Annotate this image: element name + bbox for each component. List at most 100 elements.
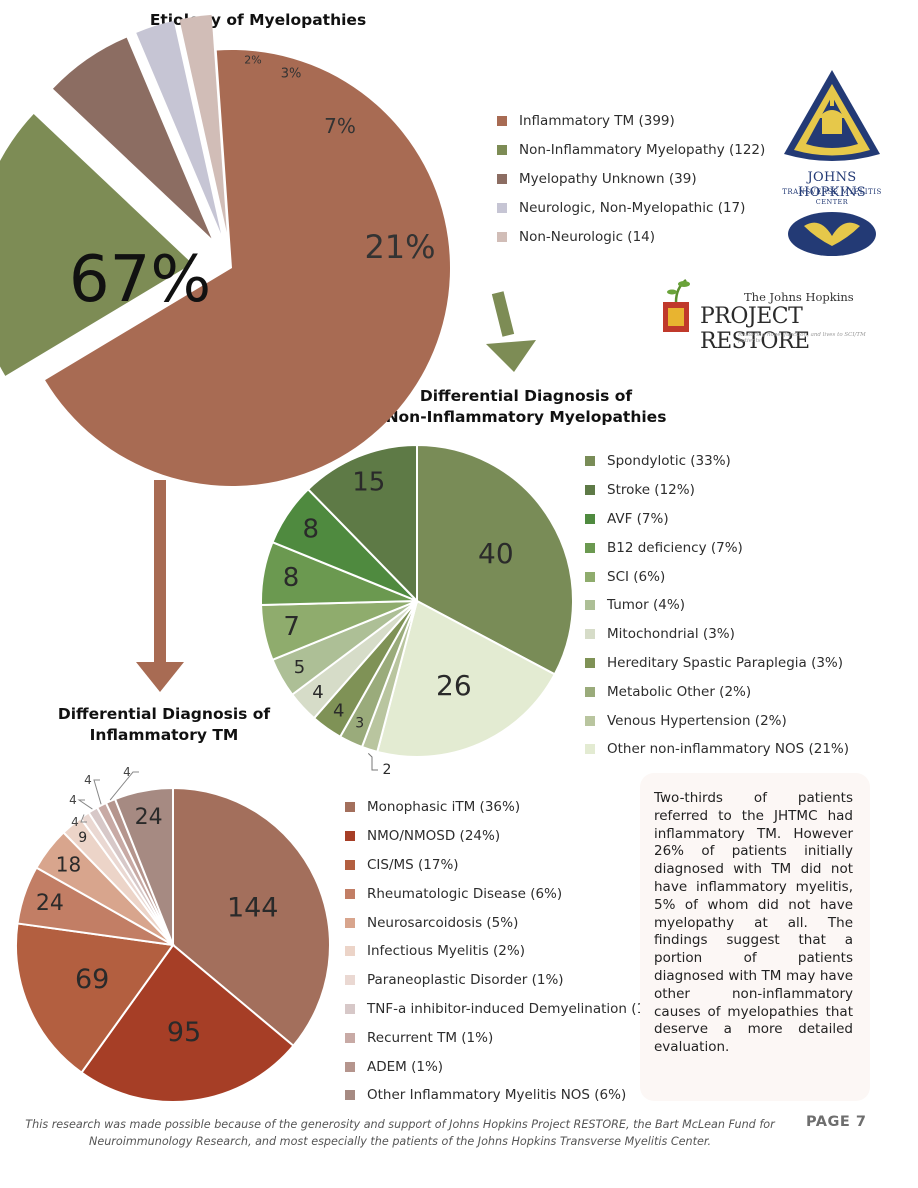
- summary-note: Two-thirds of patients referred to the J…: [640, 773, 870, 1101]
- slice-stroke: [306, 443, 418, 604]
- pie-label-b12-deficiency: 8: [283, 563, 300, 593]
- slice-neurologic-non-myelopathic: [136, 20, 222, 234]
- legend-swatch: [345, 1061, 355, 1072]
- jh-shield-icon: [784, 70, 880, 256]
- legend-swatch: [345, 859, 355, 870]
- pie-label-other-non-inflammatory-nos: 26: [436, 669, 472, 702]
- legend-label: Venous Hypertension (2%): [607, 712, 787, 729]
- legend-label: Other non-inflammatory NOS (21%): [607, 741, 850, 758]
- legend-label: Spondylotic (33%): [607, 453, 731, 470]
- etiology-legend: Inflammatory TM (399) Non-Inflammatory My…: [497, 106, 765, 251]
- legend-label: Other Inflammatory Myelitis NOS (6%): [367, 1087, 627, 1104]
- legend-item-cis-ms: CIS/MS (17%): [345, 851, 663, 880]
- legend-swatch: [345, 831, 355, 842]
- legend-label: Non-Neurologic (14): [519, 228, 656, 245]
- legend-swatch: [585, 513, 595, 524]
- legend-item-spondylotic: Spondylotic (33%): [585, 447, 849, 476]
- etiology-pie-chart: 67% 21% 7% 3% 2%: [0, 14, 451, 486]
- legend-label: Paraneoplastic Disorder (1%): [367, 972, 564, 989]
- project-restore-plant-icon: [663, 279, 690, 332]
- legend-swatch: [345, 1090, 355, 1101]
- jh-name-line1: JOHNS HOPKINS: [798, 170, 866, 200]
- non-inflammatory-title: Differential Diagnosis of Non-Inflammato…: [376, 386, 676, 428]
- pr-tagline: Restoring hope, function, and lives to S…: [738, 332, 866, 344]
- legend-item-neurologic-non-myelopathic: Neurologic, Non-Myelopathic (17): [497, 193, 765, 222]
- slice-nmo-nmosd: [80, 943, 295, 1103]
- legend-item-venous-hypertension: Venous Hypertension (2%): [585, 706, 849, 735]
- pie-label-non-inflammatory-myelopathy: 21%: [364, 228, 435, 266]
- slice-cis-ms: [15, 922, 175, 1074]
- legend-label: Stroke (12%): [607, 482, 695, 499]
- pie-label-myelopathy-unknown: 7%: [324, 114, 356, 138]
- legend-swatch: [345, 802, 355, 813]
- non-inflammatory-legend: Spondylotic (33%) Stroke (12%) AVF (7%) B12…: [585, 447, 849, 764]
- legend-label: Non-Inflammatory Myelopathy (122): [519, 141, 766, 158]
- leader-line: [77, 799, 93, 810]
- arrow-shaft-green: [491, 291, 515, 337]
- legend-item-sci: SCI (6%): [585, 562, 849, 591]
- legend-item-metabolic-other: Metabolic Other (2%): [585, 677, 849, 706]
- slice-non-neurologic: [179, 14, 227, 233]
- slice-myelopathy-unknown: [52, 37, 212, 239]
- legend-item-infectious-myelitis: Infectious Myelitis (2%): [345, 937, 663, 966]
- leader-line: [93, 779, 102, 805]
- slice-spondylotic: [416, 443, 574, 676]
- legend-item-mitochondrial: Mitochondrial (3%): [585, 620, 849, 649]
- pie-label-monophasic-itm: 144: [227, 892, 279, 923]
- pie-label-stroke: 15: [352, 467, 385, 497]
- legend-label: Infectious Myelitis (2%): [367, 943, 525, 960]
- legend-item-recurrent-tm: Recurrent TM (1%): [345, 1023, 663, 1052]
- legend-item-rheumatologic-disease: Rheumatologic Disease (6%): [345, 879, 663, 908]
- legend-label: B12 deficiency (7%): [607, 539, 743, 556]
- arrow-shaft-brown: [154, 480, 166, 662]
- legend-label: NMO/NMOSD (24%): [367, 828, 501, 845]
- pie-label-venous-hypertension: 2: [383, 762, 392, 778]
- pie-label-mitochondrial: 4: [312, 682, 323, 703]
- legend-swatch: [585, 629, 595, 640]
- pie-label-sci: 7: [283, 612, 300, 642]
- pie-label-tnf-a-inhibitor-induced-demyelination: 4: [69, 793, 77, 807]
- legend-label: Neurosarcoidosis (5%): [367, 914, 519, 931]
- legend-swatch: [585, 715, 595, 726]
- legend-swatch: [345, 975, 355, 986]
- slice-non-inflammatory-myelopathy: [0, 114, 193, 376]
- legend-item-neurosarcoidosis: Neurosarcoidosis (5%): [345, 908, 663, 937]
- legend-label: Monophasic iTM (36%): [367, 799, 521, 816]
- legend-swatch: [345, 1003, 355, 1014]
- pie-label-adem: 4: [123, 765, 131, 779]
- pie-label-neurologic-non-myelopathic: 3%: [281, 67, 302, 82]
- pie-label-infectious-myelitis: 9: [78, 830, 87, 846]
- pie-label-spondylotic: 40: [478, 537, 514, 570]
- legend-swatch: [497, 115, 507, 126]
- page-number: PAGE 7: [806, 1114, 867, 1130]
- legend-label: Mitochondrial (3%): [607, 626, 735, 643]
- legend-item-non-neurologic: Non-Neurologic (14): [497, 222, 765, 251]
- legend-item-other-inflammatory-myelitis-nos: Other Inflammatory Myelitis NOS (6%): [345, 1081, 663, 1110]
- pr-line1: The Johns Hopkins: [744, 290, 854, 304]
- legend-swatch: [585, 657, 595, 668]
- inflammatory-title-line2: Inflammatory TM: [89, 726, 239, 744]
- legend-item-tumor: Tumor (4%): [585, 591, 849, 620]
- legend-swatch: [497, 202, 507, 213]
- legend-item-adem: ADEM (1%): [345, 1052, 663, 1081]
- legend-label: Recurrent TM (1%): [367, 1029, 494, 1046]
- legend-swatch: [585, 456, 595, 467]
- legend-swatch: [585, 571, 595, 582]
- johns-hopkins-tm-center-logo: JOHNS HOPKINS TRANSVERSE MYELITIS CENTER: [772, 66, 892, 266]
- legend-item-hereditary-spastic-paraplegia: Hereditary Spastic Paraplegia (3%): [585, 649, 849, 678]
- legend-swatch: [345, 888, 355, 899]
- pr-line2: PROJECT RESTORE: [700, 304, 810, 354]
- legend-label: AVF (7%): [607, 510, 669, 527]
- inflammatory-legend: Monophasic iTM (36%) NMO/NMOSD (24%) CIS/M…: [345, 793, 663, 1110]
- legend-item-b12-deficiency: B12 deficiency (7%): [585, 533, 849, 562]
- pie-label-cis-ms: 69: [75, 964, 109, 995]
- legend-label: CIS/MS (17%): [367, 856, 459, 873]
- legend-label: Inflammatory TM (399): [519, 112, 675, 129]
- summary-note-text: Two-thirds of patients referred to the J…: [654, 790, 853, 1056]
- acknowledgement-footer: This research was made possible because …: [25, 1118, 775, 1148]
- legend-swatch: [497, 173, 507, 184]
- legend-item-avf: AVF (7%): [585, 505, 849, 534]
- legend-swatch: [345, 917, 355, 928]
